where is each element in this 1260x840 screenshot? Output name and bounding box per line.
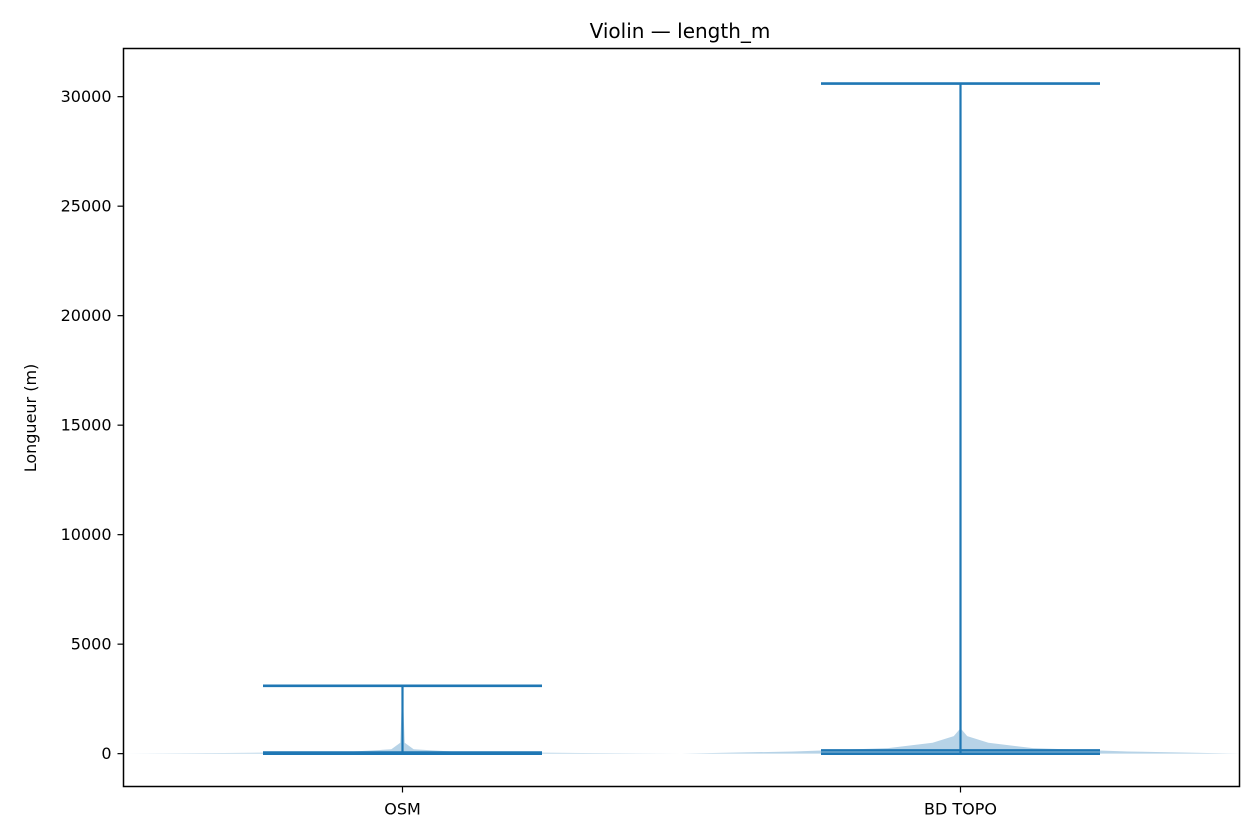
y-axis: 0 5000 10000 15000 20000 25000 30000 xyxy=(61,87,124,763)
y-tick-label: 20000 xyxy=(61,306,112,325)
y-tick-label: 25000 xyxy=(61,197,112,216)
y-tick-label: 10000 xyxy=(61,525,112,544)
y-tick-label: 5000 xyxy=(71,635,112,654)
violin-osm xyxy=(123,684,682,755)
x-axis: OSM BD TOPO xyxy=(384,786,997,819)
y-tick-label: 15000 xyxy=(61,416,112,435)
plot-area xyxy=(123,82,1240,755)
y-tick-label: 30000 xyxy=(61,87,112,106)
x-tick-label: OSM xyxy=(384,800,421,819)
y-tick-label: 0 xyxy=(101,744,111,763)
chart-title: Violin — length_m xyxy=(590,19,771,43)
y-axis-title: Longueur (m) xyxy=(21,364,40,473)
plot-frame xyxy=(122,47,1241,788)
x-tick-label: BD TOPO xyxy=(924,800,997,819)
violin-bd-topo xyxy=(681,82,1240,755)
